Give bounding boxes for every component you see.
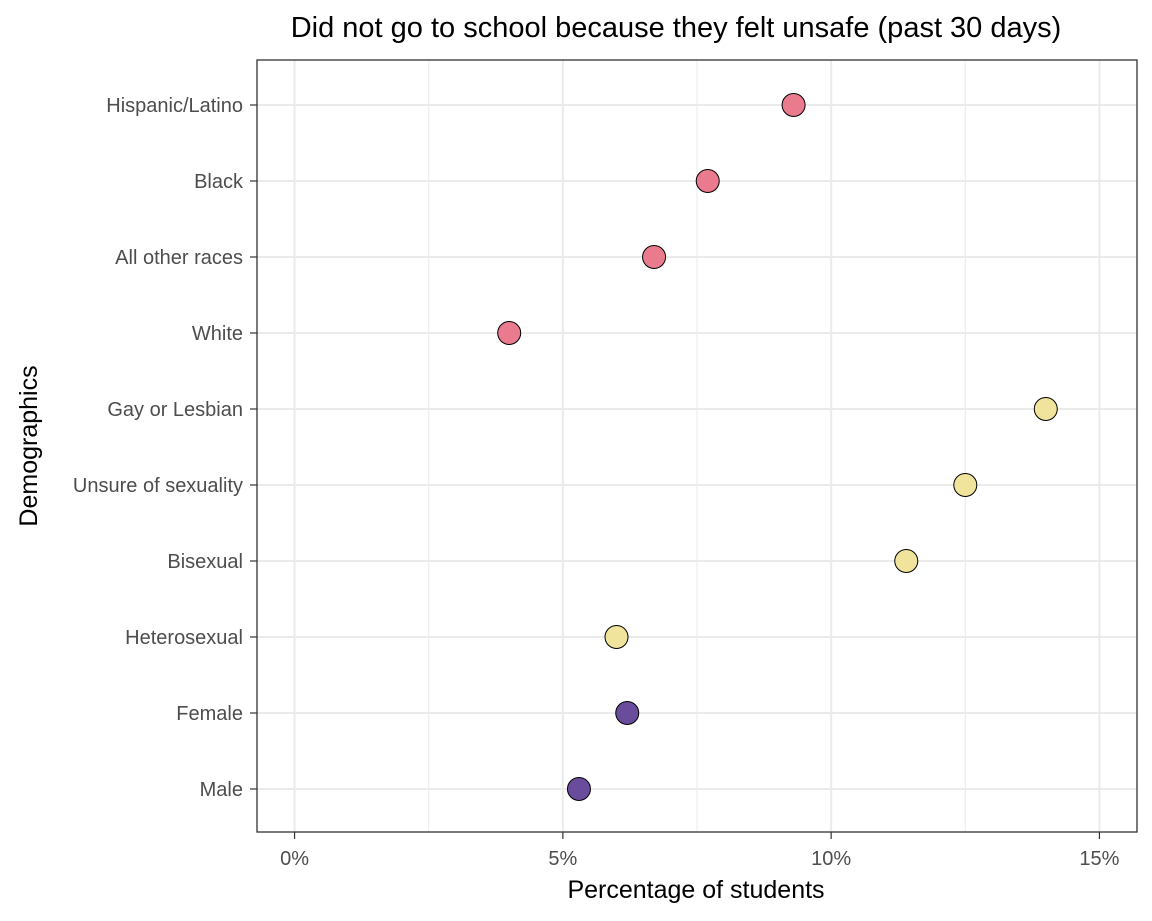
data-point-white [497,321,522,345]
data-point-unsure-of-sexuality [953,473,978,497]
y-tick-label: Heterosexual [125,627,243,649]
panel-grid [257,60,1137,832]
x-tick-label: 5% [548,848,577,870]
y-tick-label: Male [200,779,243,801]
y-axis: Male Female Heterosexual Bisexual Unsure of … [73,95,257,801]
data-point-black [695,169,720,193]
y-tick-label: Bisexual [167,551,243,573]
data-point-bisexual [894,549,919,573]
y-tick-label: White [192,323,243,345]
x-axis-title: Percentage of students [567,876,824,904]
panel-border [256,59,1138,833]
y-tick-label: Unsure of sexuality [73,475,243,497]
y-tick-label: Black [194,171,244,193]
data-point-hispanic-latino [781,93,806,117]
x-axis: 0% 5% 10% 15% [280,832,1120,870]
x-tick-label: 10% [811,848,851,870]
chart-title: Did not go to school because they felt u… [291,12,1062,44]
y-tick-label: Gay or Lesbian [107,399,243,421]
data-point-heterosexual [604,625,629,649]
y-axis-title: Demographics [15,365,43,526]
data-point-all-other-races [642,245,667,269]
x-tick-label: 0% [280,848,309,870]
data-point-female [615,701,640,725]
data-point-male [566,777,591,801]
y-tick-label: Hispanic/Latino [106,95,243,117]
data-points [497,93,1058,801]
y-tick-label: All other races [115,247,243,269]
data-point-gay-or-lesbian [1033,397,1058,421]
y-tick-label: Female [176,703,243,725]
x-tick-label: 15% [1079,848,1119,870]
